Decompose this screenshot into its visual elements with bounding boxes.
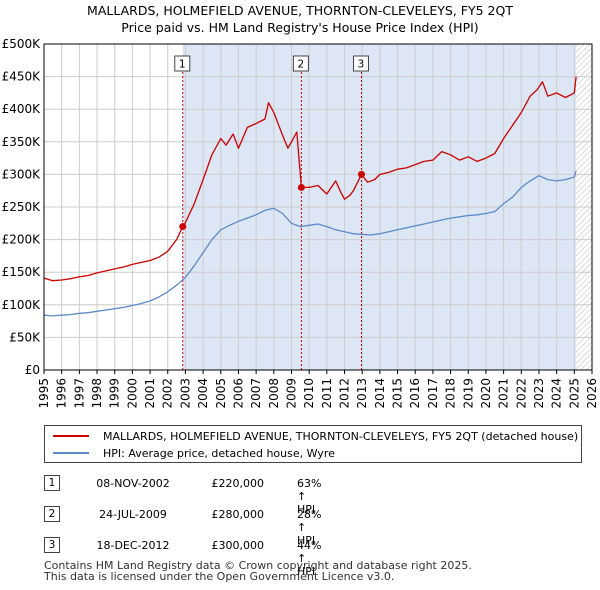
- legend: MALLARDS, HOLMEFIELD AVENUE, THORNTON-CL…: [44, 425, 582, 463]
- x-tick-label: 2005: [214, 378, 228, 409]
- price-chart: £0 £50K £100K £150K £200K £250K £300K £350K £400…: [2, 37, 599, 409]
- x-tick-label: 2022: [514, 378, 528, 409]
- transaction-marker: 2: [44, 506, 60, 522]
- legend-item-hpi: HPI: Average price, detached house, Wyre: [53, 445, 335, 461]
- x-tick-label: 2000: [125, 378, 139, 409]
- transaction-label: 1: [179, 59, 186, 71]
- y-tick-label: £300K: [2, 167, 42, 181]
- transaction-box: [352, 55, 369, 72]
- chart-subtitle: Price paid vs. HM Land Registry's House …: [121, 20, 479, 35]
- x-tick-label: 2017: [426, 378, 440, 409]
- chart-title: MALLARDS, HOLMEFIELD AVENUE, THORNTON-CL…: [87, 3, 513, 18]
- legend-swatch-hpi: [53, 452, 89, 454]
- x-tick-label: 2026: [585, 378, 599, 409]
- transaction-date: 24-JUL-2009: [99, 508, 167, 521]
- transaction-label: 2: [298, 59, 305, 71]
- transaction-point: [357, 170, 365, 178]
- transaction-hpi: 44% ↑ HPI: [297, 539, 322, 578]
- y-tick-label: £0: [25, 363, 40, 377]
- x-tick-label: 2011: [320, 378, 334, 409]
- transaction-price: £280,000: [211, 508, 265, 521]
- x-tick-label: 2025: [567, 378, 581, 409]
- y-tick-label: £150K: [2, 265, 42, 279]
- legend-swatch-property: [53, 435, 89, 437]
- x-tick-label: 2019: [461, 378, 475, 409]
- legend-label-property: MALLARDS, HOLMEFIELD AVENUE, THORNTON-CL…: [103, 429, 579, 443]
- x-tick-label: 2016: [408, 378, 422, 409]
- transaction-price: £220,000: [211, 477, 265, 490]
- series-line-property: [43, 76, 577, 282]
- x-tick-label: 2001: [143, 378, 157, 409]
- y-tick-label: £450K: [2, 70, 42, 84]
- y-tick-label: £200K: [2, 233, 42, 247]
- legend-item-property: MALLARDS, HOLMEFIELD AVENUE, THORNTON-CL…: [53, 428, 578, 444]
- transaction-box: [292, 55, 309, 72]
- transaction-box: [174, 55, 191, 72]
- x-tick-label: 2014: [373, 378, 387, 409]
- x-tick-label: 2015: [391, 378, 405, 409]
- transaction-date: 18-DEC-2012: [96, 539, 170, 552]
- x-tick-label: 2018: [444, 378, 458, 409]
- x-tick-label: 2021: [497, 378, 511, 409]
- x-tick-label: 2013: [355, 378, 369, 409]
- transaction-marker: 1: [44, 475, 60, 491]
- x-tick-label: 1996: [55, 378, 69, 409]
- x-tick-label: 2010: [302, 378, 316, 409]
- x-tick-label: 2004: [196, 378, 210, 409]
- x-tick-label: 1997: [72, 378, 86, 409]
- x-tick-label: 2003: [178, 378, 192, 409]
- transaction-hpi: 63% ↑ HPI: [297, 477, 322, 516]
- x-tick-label: 2007: [249, 378, 263, 409]
- transaction-date: 08-NOV-2002: [96, 477, 170, 490]
- x-tick-label: 2012: [338, 378, 352, 409]
- x-tick-label: 2024: [550, 378, 564, 409]
- transaction-price: £300,000: [211, 539, 265, 552]
- transaction-point: [297, 183, 305, 191]
- transaction-point: [179, 223, 187, 231]
- footer-licence: This data is licensed under the Open Gov…: [44, 570, 395, 583]
- series-line-hpi: [43, 170, 577, 317]
- x-tick-label: 2002: [161, 378, 175, 409]
- x-tick-label: 2020: [479, 378, 493, 409]
- x-tick-label: 1995: [37, 378, 51, 409]
- x-tick-label: 2009: [284, 378, 298, 409]
- transaction-marker: 3: [44, 537, 60, 553]
- x-tick-label: 2008: [267, 378, 281, 409]
- footer-copyright: Contains HM Land Registry data © Crown c…: [44, 559, 472, 572]
- y-tick-label: £400K: [2, 102, 42, 116]
- y-tick-label: £100K: [2, 298, 42, 312]
- y-tick-label: £250K: [2, 200, 42, 214]
- legend-label-hpi: HPI: Average price, detached house, Wyre: [103, 446, 335, 460]
- x-tick-label: 2006: [231, 378, 245, 409]
- transaction-label: 3: [358, 59, 365, 71]
- transaction-hpi: 28% ↑ HPI: [297, 508, 322, 547]
- x-tick-label: 2023: [532, 378, 546, 409]
- y-tick-label: £350K: [2, 135, 42, 149]
- x-tick-label: 1999: [108, 378, 122, 409]
- x-tick-label: 1998: [90, 378, 104, 409]
- plot-frame: [43, 43, 593, 371]
- y-tick-label: £50K: [9, 330, 41, 344]
- y-tick-label: £500K: [2, 37, 42, 51]
